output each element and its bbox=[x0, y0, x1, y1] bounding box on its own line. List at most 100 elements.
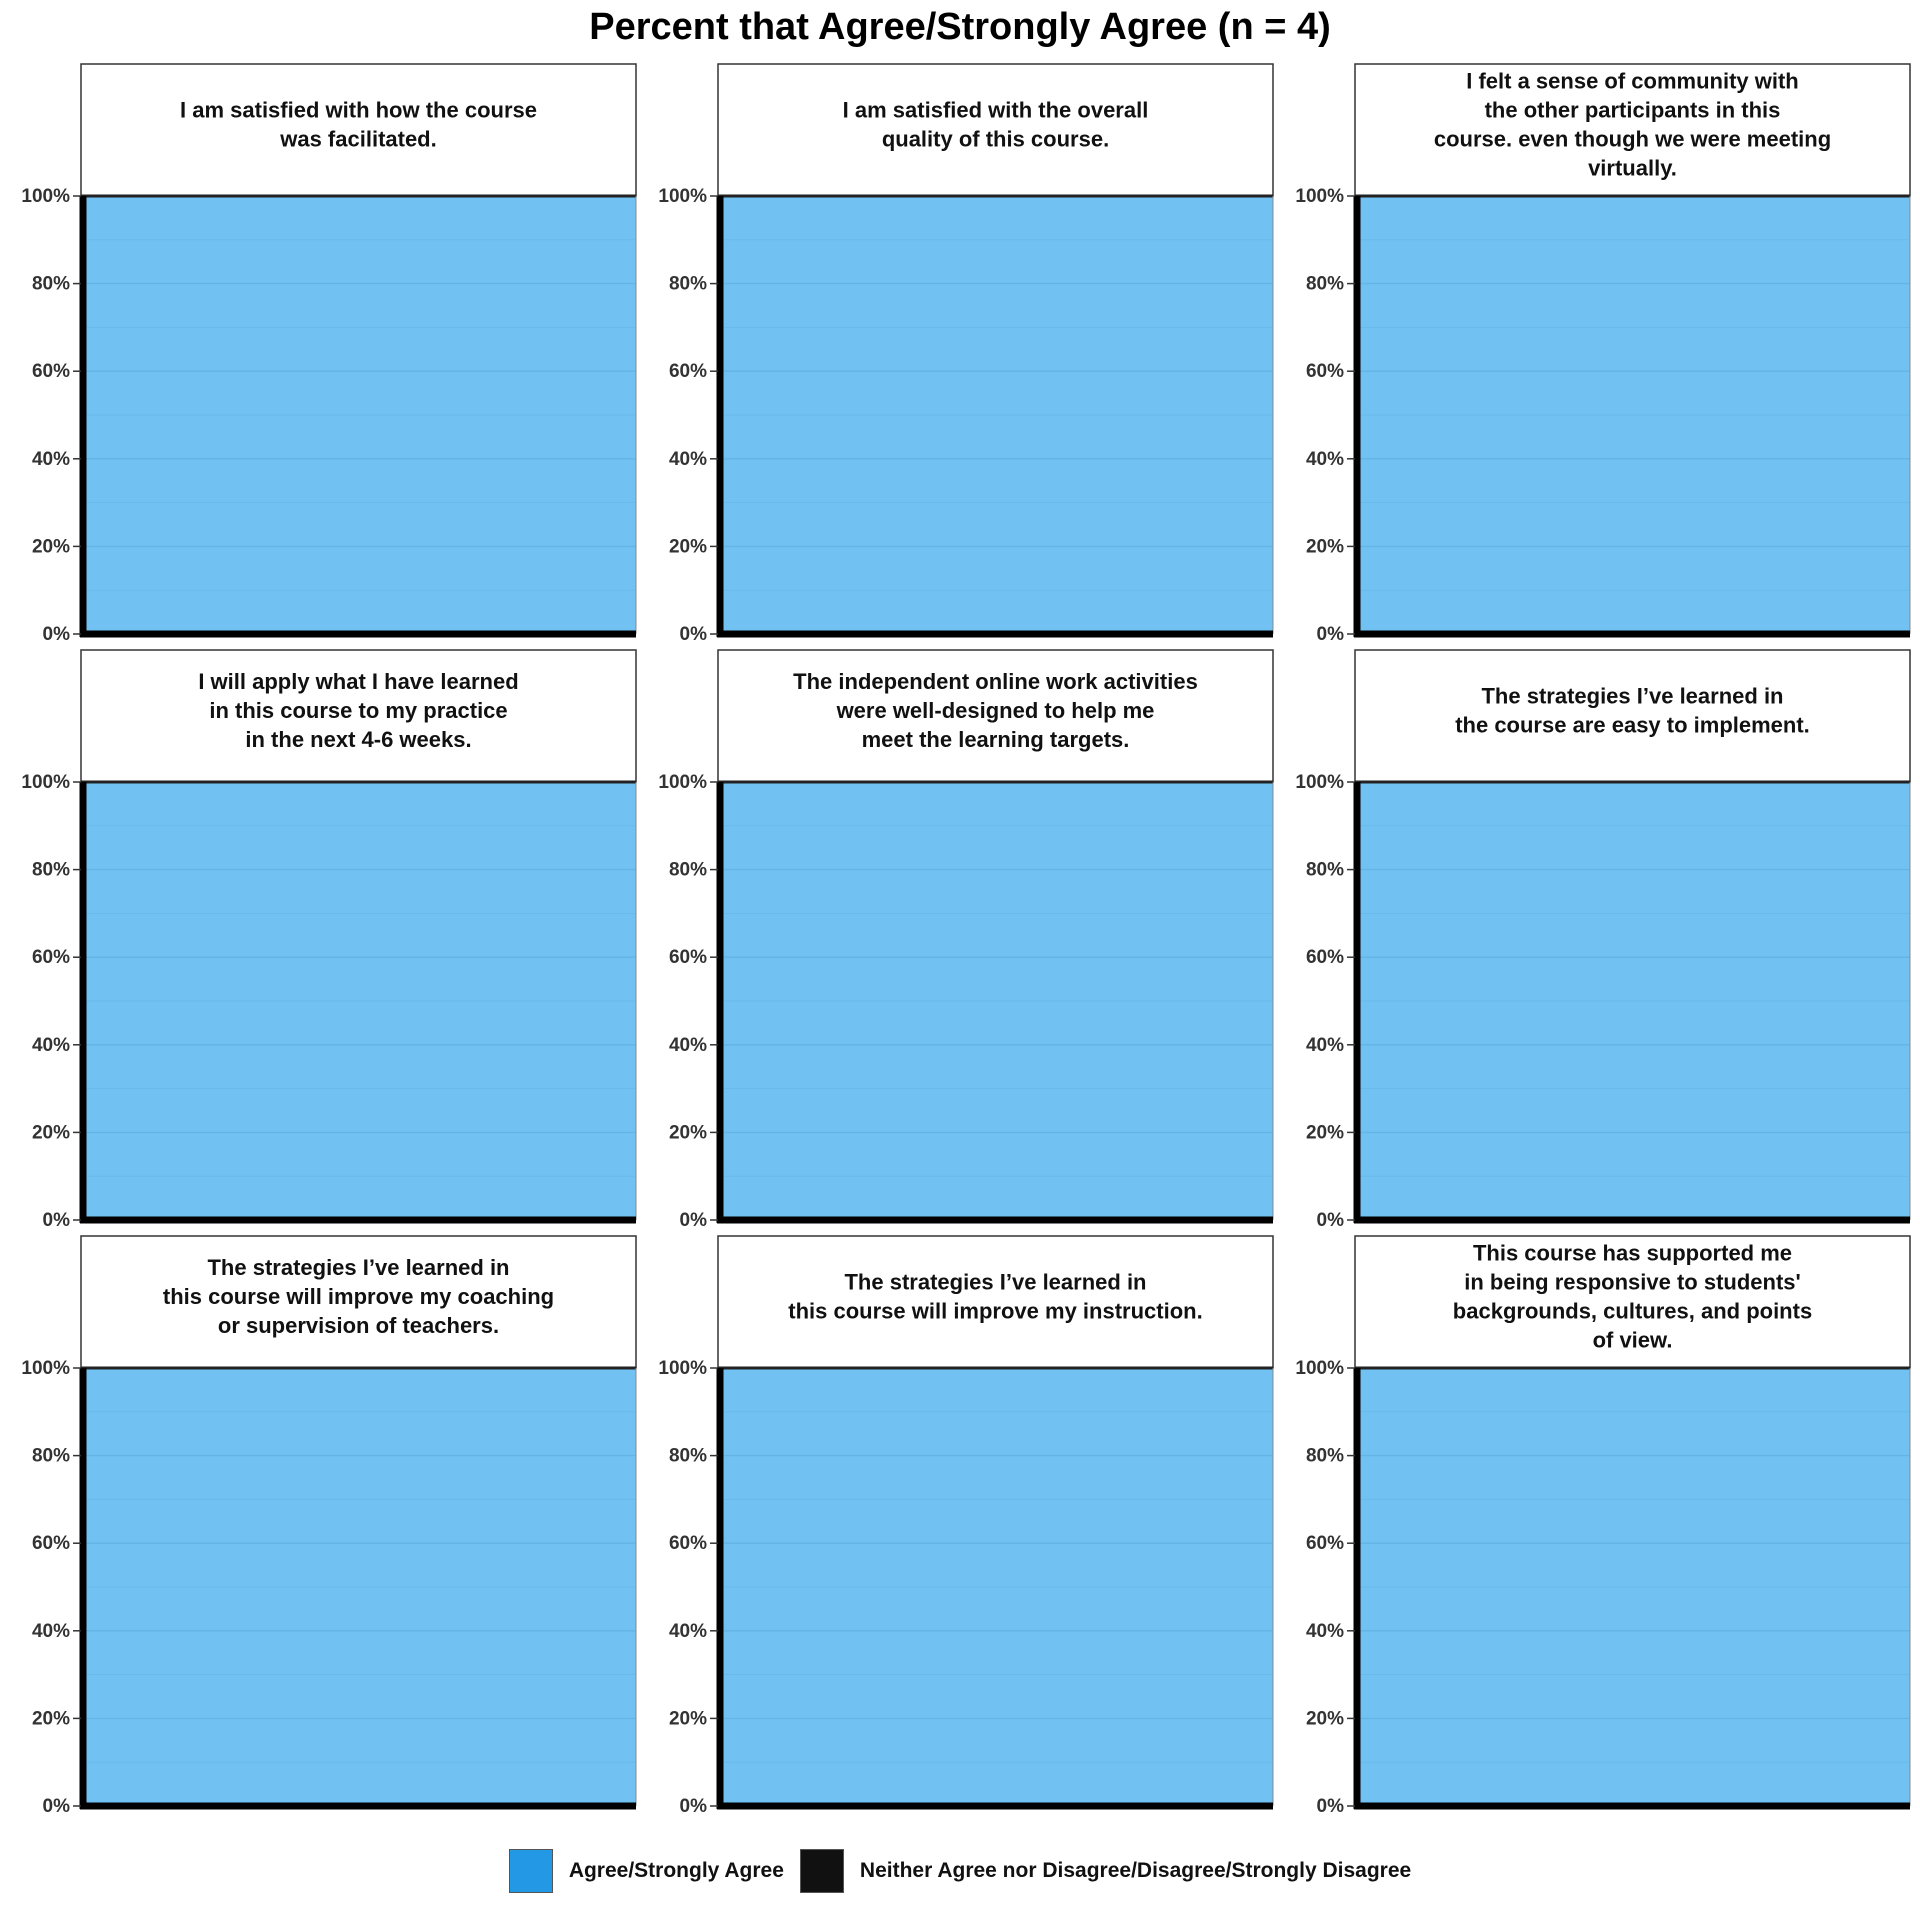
y-tick-label: 100% bbox=[1295, 1358, 1344, 1379]
y-tick-label: 0% bbox=[43, 1210, 71, 1231]
y-tick-label: 80% bbox=[32, 274, 70, 295]
facet-title-line: the other participants in this bbox=[1485, 97, 1781, 122]
y-tick-label: 20% bbox=[669, 536, 707, 557]
y-tick-label: 40% bbox=[669, 1621, 707, 1642]
bar-agree bbox=[81, 196, 636, 634]
facet-title-line: meet the learning targets. bbox=[862, 727, 1130, 752]
y-tick-label: 80% bbox=[1306, 1446, 1344, 1467]
y-tick-label: 40% bbox=[669, 1035, 707, 1056]
facet-title-line: The strategies I’ve learned in bbox=[1481, 683, 1783, 708]
facet-title-line: of view. bbox=[1593, 1327, 1673, 1352]
facet-title-line: quality of this course. bbox=[882, 126, 1109, 151]
facet-title-line: in being responsive to students' bbox=[1464, 1269, 1801, 1294]
facet-title-line: I am satisfied with how the course bbox=[180, 97, 537, 122]
y-tick-label: 100% bbox=[658, 772, 707, 793]
legend-label-agree: Agree/Strongly Agree bbox=[568, 1859, 784, 1882]
y-tick-label: 60% bbox=[32, 1533, 70, 1554]
facet-title-line: The independent online work activities bbox=[793, 669, 1198, 694]
y-tick-label: 20% bbox=[1306, 1122, 1344, 1143]
y-tick-label: 0% bbox=[680, 1210, 708, 1231]
facet-title-line: I felt a sense of community with bbox=[1466, 68, 1799, 93]
facet-panel-8: The strategies I’ve learned in this cours… bbox=[658, 1235, 1274, 1817]
y-tick-label: 100% bbox=[658, 1358, 707, 1379]
y-tick-label: 100% bbox=[21, 772, 70, 793]
y-tick-label: 0% bbox=[680, 1796, 708, 1817]
y-tick-label: 40% bbox=[1306, 1035, 1344, 1056]
facet-strip bbox=[1354, 63, 1911, 197]
facet-title-line: were well-designed to help me bbox=[836, 698, 1155, 723]
facet-title-line: this course will improve my instruction. bbox=[788, 1298, 1202, 1323]
bar-agree bbox=[1355, 196, 1910, 634]
facet-title-line: I am satisfied with the overall bbox=[843, 97, 1149, 122]
facet-title-line: in the next 4-6 weeks. bbox=[245, 727, 471, 752]
bar-agree bbox=[718, 196, 1273, 634]
y-tick-label: 80% bbox=[669, 274, 707, 295]
facet-panel-6: The strategies I’ve learned in the course… bbox=[1295, 649, 1911, 1231]
y-tick-label: 40% bbox=[32, 449, 70, 470]
y-tick-label: 40% bbox=[1306, 1621, 1344, 1642]
y-tick-label: 60% bbox=[32, 947, 70, 968]
y-tick-label: 60% bbox=[669, 361, 707, 382]
y-tick-label: 60% bbox=[1306, 1533, 1344, 1554]
y-tick-label: 100% bbox=[658, 186, 707, 207]
bar-agree bbox=[718, 782, 1273, 1220]
facet-title-line: the course are easy to implement. bbox=[1455, 712, 1810, 737]
y-tick-label: 100% bbox=[1295, 772, 1344, 793]
legend: Agree/Strongly Agree Neither Agree nor D… bbox=[0, 1848, 1920, 1894]
y-tick-label: 20% bbox=[32, 536, 70, 557]
y-tick-label: 0% bbox=[680, 624, 708, 645]
bar-agree bbox=[718, 1368, 1273, 1806]
y-tick-label: 20% bbox=[1306, 1708, 1344, 1729]
bar-agree bbox=[81, 782, 636, 1220]
y-tick-label: 60% bbox=[669, 1533, 707, 1554]
facet-title-line: The strategies I’ve learned in bbox=[844, 1269, 1146, 1294]
facet-strip bbox=[1354, 1235, 1911, 1369]
y-tick-label: 60% bbox=[1306, 947, 1344, 968]
bar-agree bbox=[81, 1368, 636, 1806]
facet-strip bbox=[80, 1235, 637, 1369]
facet-title-line: The strategies I’ve learned in bbox=[207, 1255, 509, 1280]
y-tick-label: 0% bbox=[43, 624, 71, 645]
facet-strip bbox=[717, 649, 1274, 783]
facet-title-line: backgrounds, cultures, and points bbox=[1453, 1298, 1812, 1323]
y-tick-label: 80% bbox=[32, 1446, 70, 1467]
legend-item-agree: Agree/Strongly Agree bbox=[508, 1849, 784, 1893]
y-tick-label: 0% bbox=[1317, 1796, 1345, 1817]
y-tick-label: 20% bbox=[669, 1122, 707, 1143]
facet-title-line: was facilitated. bbox=[279, 126, 437, 151]
y-tick-label: 80% bbox=[1306, 860, 1344, 881]
facet-panel-4: I will apply what I have learned in this … bbox=[21, 649, 637, 1231]
y-tick-label: 80% bbox=[1306, 274, 1344, 295]
facet-strip bbox=[80, 63, 637, 197]
legend-swatch-neither bbox=[799, 1849, 844, 1893]
facet-panel-3: I felt a sense of community with the othe… bbox=[1295, 63, 1911, 645]
facet-panel-2: I am satisfied with the overall quality o… bbox=[658, 63, 1274, 645]
y-tick-label: 20% bbox=[1306, 536, 1344, 557]
y-tick-label: 0% bbox=[43, 1796, 71, 1817]
facet-title-line: course. even though we were meeting bbox=[1434, 126, 1831, 151]
chart-title: Percent that Agree/Strongly Agree (n = 4… bbox=[589, 6, 1331, 48]
y-tick-label: 100% bbox=[21, 186, 70, 207]
y-tick-label: 60% bbox=[32, 361, 70, 382]
y-tick-label: 20% bbox=[32, 1122, 70, 1143]
y-tick-label: 100% bbox=[1295, 186, 1344, 207]
y-tick-label: 80% bbox=[32, 860, 70, 881]
facet-strip bbox=[717, 1235, 1274, 1369]
y-tick-label: 100% bbox=[21, 1358, 70, 1379]
facet-title-line: I will apply what I have learned bbox=[198, 669, 518, 694]
facet-title-line: in this course to my practice bbox=[209, 698, 507, 723]
facet-panel-1: I am satisfied with how the course was fa… bbox=[21, 63, 637, 645]
facet-panel-9: This course has supported me in being res… bbox=[1295, 1235, 1911, 1817]
y-tick-label: 60% bbox=[1306, 361, 1344, 382]
legend-item-neither: Neither Agree nor Disagree/Disagree/Stro… bbox=[799, 1849, 1412, 1893]
facet-strip bbox=[1354, 649, 1911, 783]
y-tick-label: 40% bbox=[1306, 449, 1344, 470]
y-tick-label: 40% bbox=[669, 449, 707, 470]
facet-panel-5: The independent online work activities we… bbox=[658, 649, 1274, 1231]
y-tick-label: 0% bbox=[1317, 1210, 1345, 1231]
y-tick-label: 80% bbox=[669, 1446, 707, 1467]
legend-label-neither: Neither Agree nor Disagree/Disagree/Stro… bbox=[859, 1859, 1412, 1882]
y-tick-label: 60% bbox=[669, 947, 707, 968]
facet-title-line: or supervision of teachers. bbox=[218, 1313, 499, 1338]
